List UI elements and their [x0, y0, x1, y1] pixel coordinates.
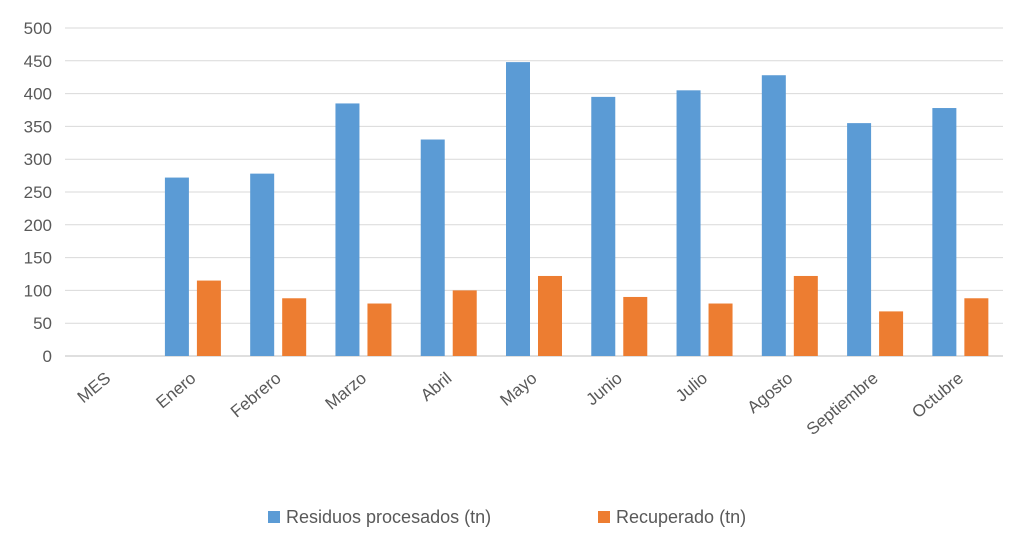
y-tick-label: 250: [24, 183, 52, 202]
bar-recuperado-marzo: [367, 303, 392, 356]
y-axis: 0 50 100 150 200 250 300 350 400 450 500: [24, 19, 52, 366]
x-axis: MES Enero Febrero Marzo Abril Mayo Junio Julio A…: [74, 369, 967, 439]
bar-recuperado-julio: [708, 303, 733, 356]
y-tick-label: 150: [24, 249, 52, 268]
bar-residuos-agosto: [761, 75, 786, 357]
bar-recuperado-febrero: [282, 298, 307, 356]
x-tick-label: Enero: [153, 369, 200, 413]
y-tick-label: 500: [24, 19, 52, 38]
bar-residuos-abril: [420, 139, 445, 356]
legend-label: Recuperado (tn): [616, 507, 746, 527]
y-tick-label: 0: [43, 347, 52, 366]
bar-residuos-enero: [164, 177, 189, 356]
x-tick-label: Octubre: [908, 369, 967, 422]
x-tick-label: Septiembre: [803, 369, 882, 439]
bar-recuperado-abril: [452, 290, 477, 356]
bar-residuos-septiembre: [847, 123, 872, 357]
bar-recuperado-mayo: [538, 275, 562, 356]
y-tick-label: 100: [24, 281, 52, 300]
legend-label: Residuos procesados (tn): [286, 507, 491, 527]
gridlines: [65, 27, 1003, 357]
x-tick-label: Febrero: [227, 369, 285, 422]
bar-recuperado-octubre: [964, 298, 989, 356]
bar-residuos-febrero: [250, 173, 275, 356]
y-tick-label: 450: [24, 52, 52, 71]
bar-residuos-junio: [591, 96, 616, 356]
bar-residuos-marzo: [335, 103, 360, 356]
x-tick-label: Agosto: [744, 369, 797, 418]
bars: [164, 62, 989, 357]
legend: Residuos procesados (tn) Recuperado (tn): [268, 507, 746, 527]
x-tick-label: Julio: [672, 369, 711, 406]
y-tick-label: 300: [24, 150, 52, 169]
bar-recuperado-junio: [623, 296, 648, 356]
bar-residuos-julio: [676, 90, 701, 356]
legend-swatch: [268, 511, 280, 523]
x-tick-label: Abril: [417, 369, 455, 405]
y-tick-label: 400: [24, 85, 52, 104]
x-tick-label: Mayo: [497, 369, 541, 410]
y-tick-label: 200: [24, 216, 52, 235]
bar-recuperado-septiembre: [879, 311, 904, 356]
x-tick-label: Junio: [582, 369, 625, 410]
bar-recuperado-agosto: [793, 275, 818, 356]
y-tick-label: 350: [24, 117, 52, 136]
y-tick-label: 50: [33, 314, 52, 333]
bar-residuos-octubre: [932, 108, 957, 356]
bar-recuperado-enero: [196, 280, 221, 356]
x-tick-label: Marzo: [322, 369, 370, 414]
legend-swatch: [598, 511, 610, 523]
x-tick-label: MES: [74, 369, 114, 407]
bar-residuos-mayo: [506, 62, 530, 356]
